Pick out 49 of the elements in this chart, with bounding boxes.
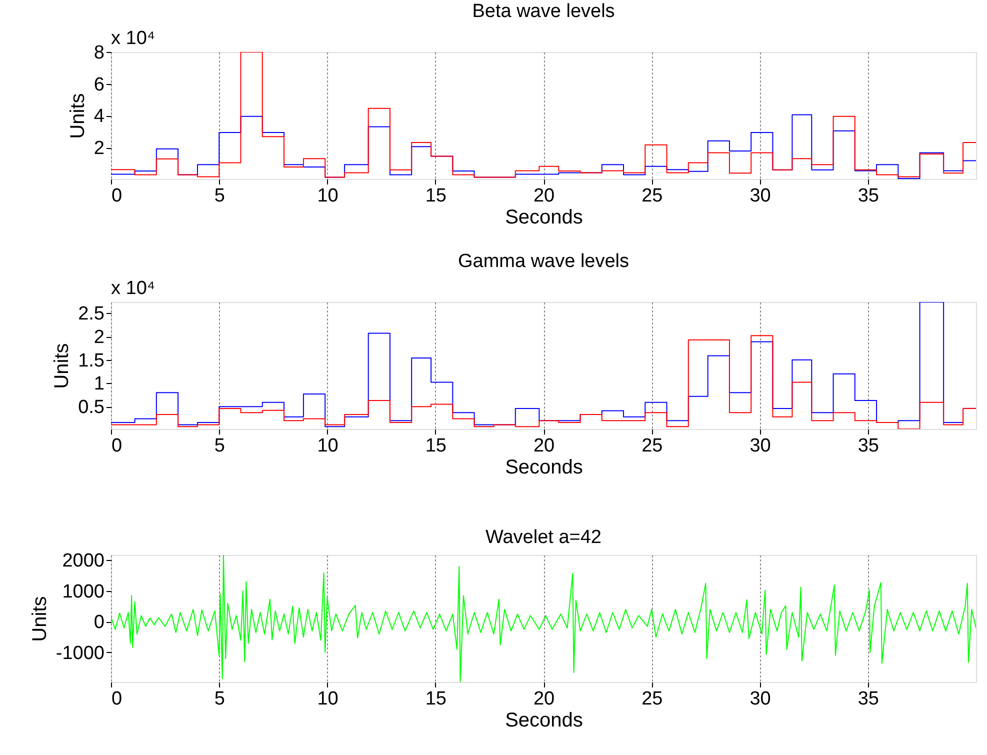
y-axis-title: Units: [28, 596, 51, 642]
x-axis-title: Seconds: [505, 710, 583, 732]
y-tick-label: 0.5: [78, 397, 104, 418]
x-tick-label: 0: [112, 688, 122, 710]
x-tick-label: 20: [533, 688, 555, 710]
x-tick-label: 10: [317, 688, 338, 710]
x-tick-label: 35: [858, 688, 879, 710]
y-tick-label: 1: [94, 374, 104, 395]
y-tick-label: 8: [94, 42, 104, 64]
y-tick-label: 2: [94, 327, 104, 348]
chart-title: Beta wave levels: [472, 1, 615, 22]
x-axis-title: Seconds: [505, 206, 583, 228]
chart-title: Gamma wave levels: [458, 251, 630, 272]
y-tick-label: 2: [94, 138, 104, 160]
line-series: [111, 555, 976, 682]
x-tick-label: 5: [214, 436, 225, 456]
x-tick-label: 15: [425, 688, 446, 710]
x-tick-label: 25: [642, 186, 663, 206]
x-tick-label: 35: [858, 186, 879, 206]
y-tick-label: 0: [94, 612, 104, 634]
y-tick-label: 4: [94, 106, 105, 128]
x-tick-label: 15: [425, 436, 446, 456]
x-tick-label: 5: [214, 688, 225, 710]
x-tick-label: 30: [750, 688, 771, 710]
chart-title: Wavelet a=42: [485, 527, 602, 548]
y-tick-label: 2000: [62, 550, 104, 572]
y-axis-title: Units: [66, 93, 89, 139]
text: x 10⁴: [111, 278, 156, 299]
x-tick-label: 25: [642, 436, 663, 456]
x-tick-label: 30: [750, 186, 771, 206]
x-axis-title: Seconds: [505, 456, 583, 478]
x-tick-label: 15: [425, 186, 446, 206]
x-tick-label: 20: [533, 436, 555, 456]
text: x 10⁴: [111, 28, 156, 49]
y-tick-label: 6: [94, 74, 104, 96]
x-tick-label: 20: [533, 186, 555, 206]
y-tick-label: 1000: [62, 581, 104, 602]
y-tick-label: 1.5: [78, 350, 104, 372]
y-tick-label: 2.5: [78, 304, 104, 325]
y-axis-title: Units: [51, 343, 74, 389]
x-tick-label: 25: [642, 688, 663, 710]
y-tick-label: -1000: [56, 642, 104, 664]
x-tick-label: 10: [317, 186, 338, 206]
x-tick-label: 0: [112, 186, 122, 206]
x-tick-label: 35: [858, 436, 879, 456]
x-tick-label: 10: [317, 436, 338, 456]
x-tick-label: 5: [214, 186, 225, 206]
x-tick-label: 0: [112, 436, 122, 456]
x-tick-label: 30: [750, 436, 771, 456]
